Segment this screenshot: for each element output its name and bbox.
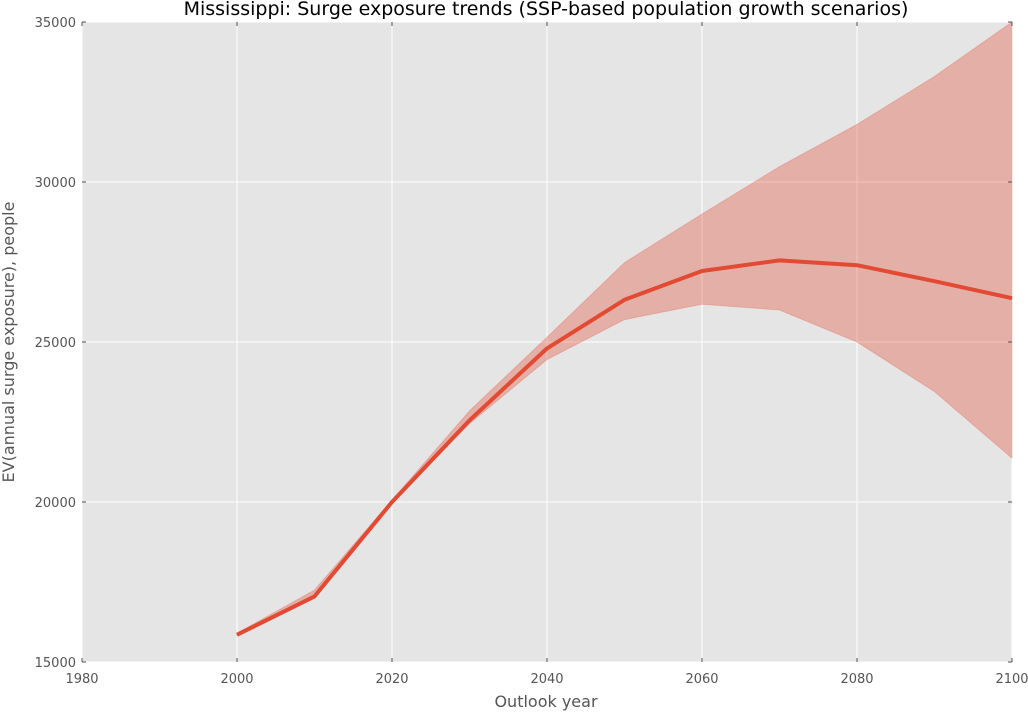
data-point	[313, 594, 317, 598]
x-tick-label: 1980	[65, 672, 98, 687]
y-tick-label: 15000	[35, 656, 76, 671]
data-point	[933, 279, 937, 283]
x-tick-labels: 1980 2000 2020 2040 2060 2080 2100	[65, 672, 1028, 687]
tick-marks	[81, 21, 1013, 663]
data-point	[545, 346, 549, 350]
series-line	[236, 258, 1013, 637]
chart-title: Mississippi: Surge exposure trends (SSP-…	[184, 0, 909, 20]
x-tick-label: 2040	[530, 672, 563, 687]
x-tick-label: 2060	[685, 672, 718, 687]
y-axis-label: EV(annual surge exposure), people	[0, 202, 18, 483]
y-tick-label: 25000	[35, 336, 76, 351]
y-tick-label: 20000	[35, 496, 76, 511]
data-point	[390, 500, 394, 504]
x-tick-label: 2100	[995, 672, 1028, 687]
x-tick-label: 2020	[375, 672, 408, 687]
data-point	[778, 258, 782, 262]
x-tick-label: 2000	[220, 672, 253, 687]
data-point	[468, 418, 472, 422]
y-tick-label: 30000	[35, 176, 76, 191]
data-point	[623, 298, 627, 302]
x-axis-label: Outlook year	[494, 692, 598, 711]
data-point	[1010, 296, 1014, 300]
data-point	[855, 263, 859, 267]
y-tick-label: 35000	[35, 16, 76, 31]
x-tick-label: 2080	[840, 672, 873, 687]
data-point	[700, 269, 704, 273]
y-tick-labels: 15000 20000 25000 30000 35000	[35, 16, 76, 671]
data-point	[235, 633, 239, 637]
